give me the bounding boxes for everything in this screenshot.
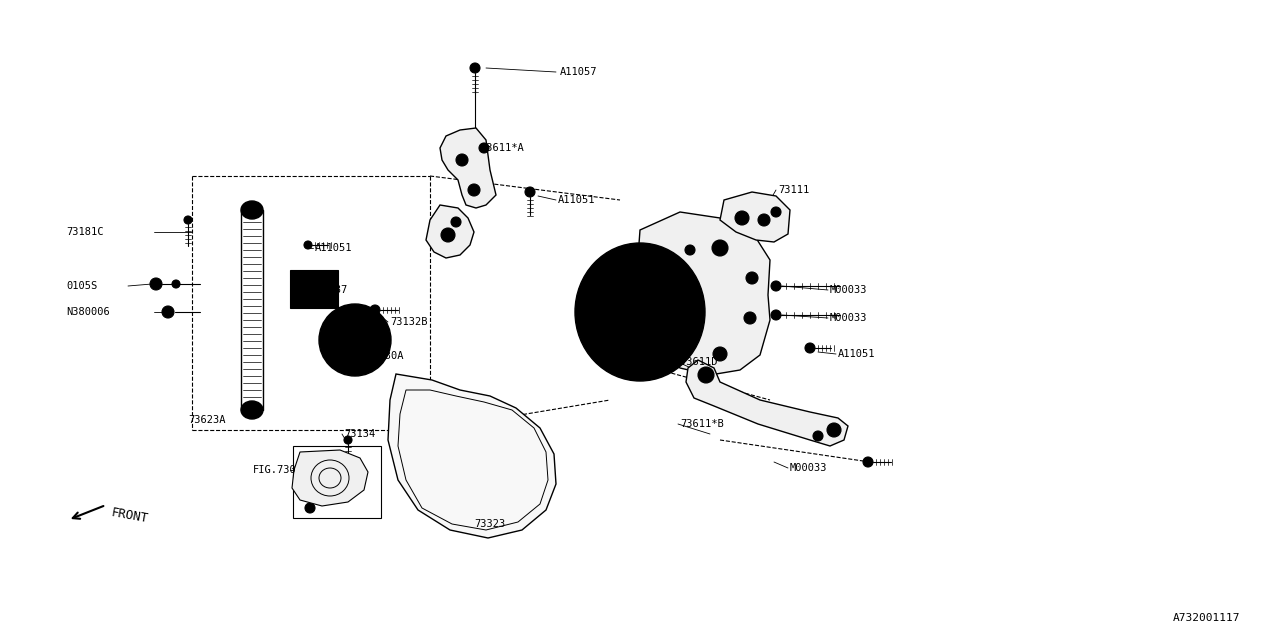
Circle shape: [746, 272, 758, 284]
Text: A11051: A11051: [558, 195, 595, 205]
Text: M00033: M00033: [829, 313, 868, 323]
Circle shape: [163, 306, 174, 318]
Circle shape: [184, 216, 192, 224]
Polygon shape: [398, 390, 548, 530]
Circle shape: [525, 187, 535, 197]
Ellipse shape: [319, 304, 390, 376]
Circle shape: [813, 431, 823, 441]
Circle shape: [479, 143, 489, 153]
Polygon shape: [388, 374, 556, 538]
Circle shape: [470, 63, 480, 73]
Text: 73132B: 73132B: [390, 317, 428, 327]
Text: M00033: M00033: [829, 285, 868, 295]
Ellipse shape: [630, 301, 650, 323]
Ellipse shape: [618, 288, 662, 336]
Circle shape: [456, 154, 468, 166]
Text: A732001117: A732001117: [1172, 613, 1240, 623]
Ellipse shape: [326, 311, 384, 369]
Circle shape: [150, 278, 163, 290]
Text: 73130A: 73130A: [366, 351, 403, 361]
Text: 73611*B: 73611*B: [680, 419, 723, 429]
Circle shape: [294, 293, 305, 303]
Circle shape: [294, 277, 305, 287]
Text: 73387: 73387: [316, 285, 347, 295]
Circle shape: [654, 354, 666, 366]
Circle shape: [698, 367, 714, 383]
Text: FIG.730: FIG.730: [253, 465, 297, 475]
Text: 73611D: 73611D: [680, 357, 718, 367]
Circle shape: [771, 281, 781, 291]
Ellipse shape: [349, 335, 360, 345]
Ellipse shape: [343, 328, 367, 352]
Ellipse shape: [585, 254, 695, 370]
Text: 0105S: 0105S: [67, 281, 97, 291]
Ellipse shape: [241, 201, 262, 219]
Bar: [293, 446, 381, 518]
Circle shape: [305, 241, 312, 249]
Circle shape: [172, 280, 180, 288]
Text: 73323: 73323: [474, 519, 506, 529]
Text: 73111: 73111: [778, 185, 809, 195]
Circle shape: [805, 343, 815, 353]
Text: 73623A: 73623A: [188, 415, 225, 425]
Text: A11051: A11051: [838, 349, 876, 359]
Circle shape: [685, 245, 695, 255]
Polygon shape: [292, 450, 369, 506]
Circle shape: [344, 436, 352, 444]
Text: 73611*A: 73611*A: [480, 143, 524, 153]
Polygon shape: [686, 360, 849, 446]
Circle shape: [771, 207, 781, 217]
Circle shape: [370, 305, 380, 315]
Polygon shape: [636, 212, 771, 375]
Polygon shape: [426, 205, 474, 258]
Circle shape: [735, 211, 749, 225]
Text: FRONT: FRONT: [110, 506, 150, 525]
Circle shape: [468, 184, 480, 196]
Circle shape: [712, 240, 728, 256]
Circle shape: [863, 457, 873, 467]
Text: 73134: 73134: [344, 429, 375, 439]
Polygon shape: [440, 128, 497, 208]
Circle shape: [771, 310, 781, 320]
Circle shape: [351, 336, 358, 344]
Circle shape: [305, 503, 315, 513]
Ellipse shape: [575, 243, 705, 381]
Circle shape: [758, 214, 771, 226]
Text: M00033: M00033: [790, 463, 827, 473]
Polygon shape: [721, 192, 790, 242]
Circle shape: [827, 423, 841, 437]
Bar: [291, 270, 338, 308]
Ellipse shape: [241, 401, 262, 419]
Circle shape: [442, 228, 454, 242]
Circle shape: [744, 312, 756, 324]
Text: N380006: N380006: [67, 307, 110, 317]
Ellipse shape: [602, 271, 678, 353]
Text: A11051: A11051: [315, 243, 352, 253]
Circle shape: [634, 306, 646, 318]
Text: 73181C: 73181C: [67, 227, 104, 237]
Text: A11057: A11057: [561, 67, 598, 77]
Ellipse shape: [335, 320, 375, 360]
Circle shape: [451, 217, 461, 227]
Circle shape: [713, 347, 727, 361]
